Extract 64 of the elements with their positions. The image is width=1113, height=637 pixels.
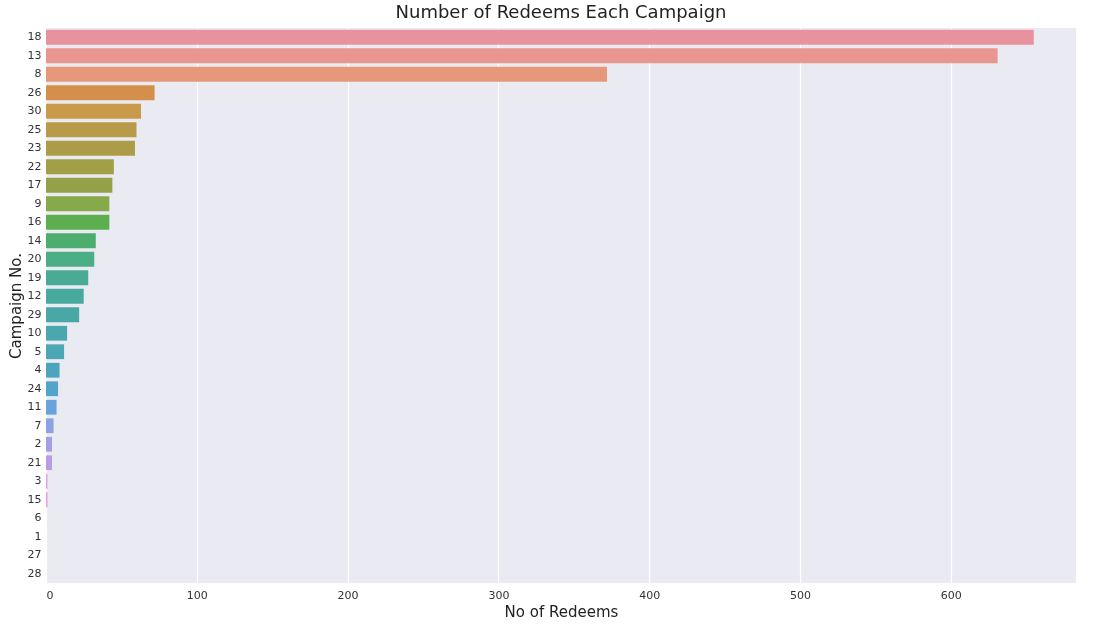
bar xyxy=(46,214,110,230)
bar xyxy=(46,103,142,119)
y-tick-label: 10 xyxy=(27,326,42,340)
y-tick-label: 11 xyxy=(27,400,42,414)
y-tick-label: 12 xyxy=(27,289,42,303)
y-tick-label: 4 xyxy=(34,363,42,377)
y-tick-label: 23 xyxy=(27,141,42,155)
y-tick-label: 8 xyxy=(34,67,42,81)
y-tick-label: 20 xyxy=(27,252,42,266)
bar xyxy=(46,177,113,193)
y-tick-label: 3 xyxy=(34,474,42,488)
bar xyxy=(46,381,59,397)
y-tick-label: 13 xyxy=(27,48,42,62)
x-tick-label: 200 xyxy=(337,588,359,602)
x-tick-label: 0 xyxy=(46,588,54,602)
x-tick-label: 100 xyxy=(186,588,208,602)
bar xyxy=(46,48,998,64)
bar xyxy=(46,288,84,304)
y-tick-label: 16 xyxy=(27,215,42,229)
bar xyxy=(46,455,53,471)
y-tick-label: 2 xyxy=(34,437,42,451)
y-tick-label: 24 xyxy=(27,381,42,395)
bar xyxy=(46,436,53,452)
x-tick-label: 600 xyxy=(940,588,962,602)
x-tick-label: 300 xyxy=(488,588,510,602)
bar xyxy=(46,251,95,267)
bar xyxy=(46,344,65,360)
y-tick-label: 5 xyxy=(34,344,42,358)
y-tick-label: 30 xyxy=(27,104,42,118)
y-tick-label: 19 xyxy=(27,270,42,284)
x-tick-label: 500 xyxy=(790,588,812,602)
bar xyxy=(46,159,114,175)
x-tick-label: 400 xyxy=(639,588,661,602)
chart-title: Number of Redeems Each Campaign xyxy=(395,1,727,22)
bar xyxy=(46,233,96,249)
bar xyxy=(46,399,57,415)
y-tick-label: 22 xyxy=(27,159,42,173)
bar xyxy=(46,307,80,323)
bar xyxy=(46,418,54,434)
bar xyxy=(46,196,110,212)
bar xyxy=(46,66,607,82)
bar xyxy=(46,29,1034,45)
bar xyxy=(46,270,89,286)
y-tick-label: 15 xyxy=(27,492,42,506)
bar xyxy=(46,325,68,341)
y-tick-label: 27 xyxy=(27,548,42,562)
y-tick-label: 28 xyxy=(27,566,42,580)
y-tick-label: 29 xyxy=(27,307,42,321)
y-axis-title: Campaign No. xyxy=(6,253,25,359)
bar xyxy=(46,85,155,101)
y-tick-label: 26 xyxy=(27,85,42,99)
y-tick-label: 1 xyxy=(34,529,42,543)
x-axis-title: No of Redeems xyxy=(504,602,619,621)
y-tick-label: 18 xyxy=(27,30,42,44)
y-tick-label: 17 xyxy=(27,178,42,192)
bar xyxy=(46,362,60,378)
y-tick-label: 21 xyxy=(27,455,42,469)
y-tick-label: 14 xyxy=(27,233,42,247)
y-tick-label: 9 xyxy=(34,196,42,210)
bar xyxy=(46,122,137,138)
y-tick-label: 6 xyxy=(34,511,42,525)
y-tick-label: 7 xyxy=(34,418,42,432)
bar xyxy=(46,140,135,156)
y-tick-label: 25 xyxy=(27,122,42,136)
